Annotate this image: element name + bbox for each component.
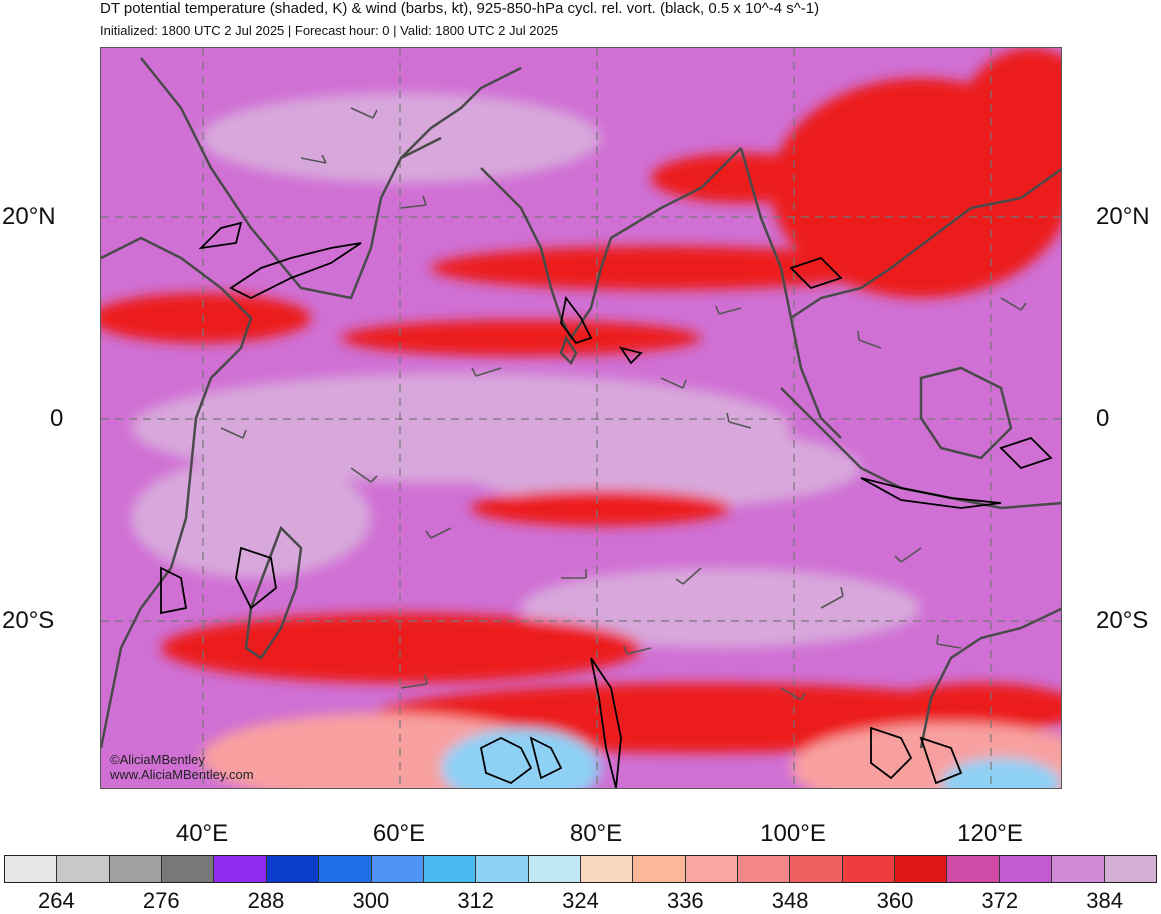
colorbar-swatch (842, 856, 896, 882)
lat-label-20n-left: 20°N (2, 203, 56, 230)
colorbar-swatch (162, 856, 215, 882)
colorbar-swatch (109, 856, 163, 882)
lon-label-80e: 80°E (569, 820, 623, 847)
colorbar-swatch (895, 856, 948, 882)
colorbar-swatch (685, 856, 739, 882)
colorbar-swatch (57, 856, 110, 882)
lat-label-20n-right: 20°N (1096, 203, 1150, 230)
credit-website: www.AliciaMBentley.com (110, 767, 254, 782)
colorbar-swatch (319, 856, 372, 882)
colorbar-swatch (528, 856, 581, 882)
lon-label-60e: 60°E (372, 820, 426, 847)
lat-label-20s-left: 20°S (2, 607, 55, 634)
lon-label-100e: 100°E (760, 820, 826, 847)
vorticity-contours (160, 221, 1053, 788)
colorbar-tick-label: 264 (38, 888, 75, 913)
lat-label-20s-right: 20°S (1096, 607, 1149, 634)
colorbar-swatch (214, 856, 267, 882)
colorbar-tick-label: 336 (666, 888, 704, 913)
colorbar-swatch (633, 856, 686, 882)
colorbar-swatch (738, 856, 791, 882)
colorbar-swatch (5, 856, 58, 882)
theta-shading (101, 48, 1061, 788)
colorbar-tick-label: 324 (562, 888, 599, 913)
map-canvas (101, 48, 1061, 788)
credit-handle: ©AliciaMBentley (110, 752, 205, 767)
colorbar-swatch (1104, 856, 1156, 882)
lon-label-120e: 120°E (957, 820, 1023, 847)
colorbar-tick-label: 348 (771, 888, 809, 913)
colorbar-tick-label: 384 (1086, 888, 1123, 913)
colorbar (4, 855, 1157, 883)
colorbar-swatch (476, 856, 529, 882)
wind-barbs (220, 107, 1027, 701)
colorbar-tick-label: 312 (457, 888, 495, 913)
colorbar-swatch (1052, 856, 1105, 882)
colorbar-tick-label: 288 (247, 888, 285, 913)
lon-label-40e: 40°E (175, 820, 229, 847)
map-subtitle: Initialized: 1800 UTC 2 Jul 2025 | Forec… (100, 23, 559, 38)
colorbar-swatch (580, 856, 634, 882)
colorbar-swatch (999, 856, 1053, 882)
lat-label-0-right: 0 (1096, 405, 1110, 432)
colorbar-swatch (947, 856, 1000, 882)
colorbar-swatch (790, 856, 843, 882)
colorbar-tick-label: 372 (981, 888, 1019, 913)
lat-label-0-left: 0 (50, 405, 64, 432)
colorbar-tick-label: 276 (142, 888, 180, 913)
colorbar-swatch (266, 856, 320, 882)
colorbar-tick-label: 360 (876, 888, 914, 913)
colorbar-swatch (423, 856, 477, 882)
map-title: DT potential temperature (shaded, K) & w… (100, 0, 820, 17)
colorbar-swatch (371, 856, 424, 882)
colorbar-tick-label: 300 (352, 888, 390, 913)
map-panel (100, 47, 1062, 789)
